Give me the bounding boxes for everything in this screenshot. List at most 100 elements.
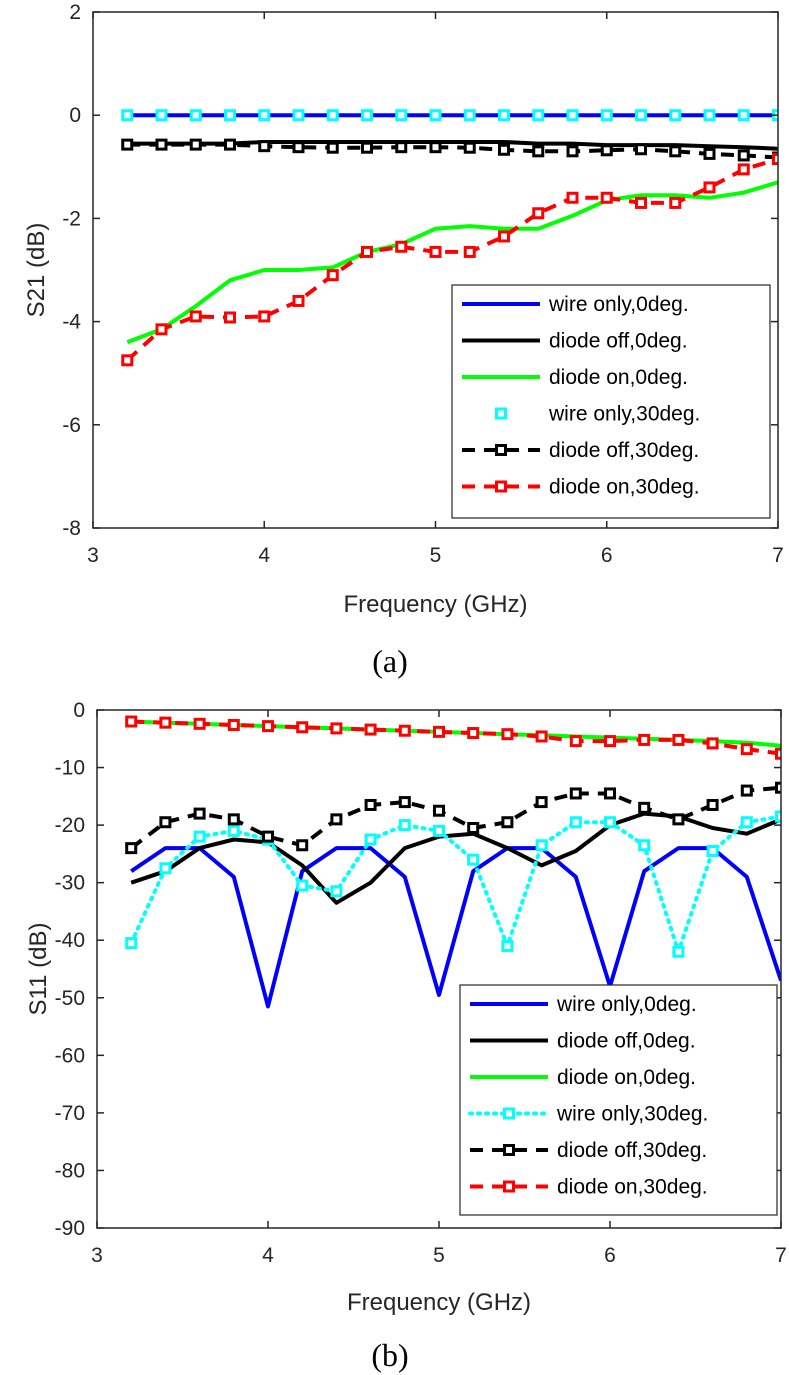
chart-data.1.series.4.point.15 <box>638 801 651 814</box>
chart-data.1.legend.3.swatch-marker <box>503 1107 515 1120</box>
chart-data.0.series.5.point.12 <box>532 207 545 220</box>
chart-data.1.series.5.point.7 <box>364 723 377 736</box>
chart-data.0.series.5.point.5 <box>292 294 305 307</box>
chart-data.1.series.4.point.4 <box>262 830 274 843</box>
chart-data.0.legend.4.swatch-marker <box>495 444 507 456</box>
chart-data.0.legend.3.swatch-marker <box>495 407 507 420</box>
chart-data.0.series.4.point.10 <box>463 141 476 154</box>
chart-data.1.series.5.point.4 <box>262 720 274 733</box>
chart-data.0.legend.2.label: diode on,0deg. <box>549 366 688 389</box>
chart-data.0.series.4.point.9 <box>429 141 442 154</box>
chart-data.1.series.5.point.19 <box>775 747 781 760</box>
chart-data.0.series.4.point.1 <box>155 138 168 151</box>
chart-data.1.series.4.point.17 <box>706 798 719 811</box>
chart-data.1.series.3.point.7 <box>364 833 377 846</box>
chart-data.0.series.4.point.4 <box>258 140 271 153</box>
chart-data.1.series.3.point.0 <box>125 937 138 950</box>
chart-data.0.series.5.point.9 <box>429 245 442 258</box>
chart-data.1.series.5.point.15 <box>638 733 651 746</box>
legend-box <box>451 284 771 519</box>
chart-data.0.series.3.point.1 <box>155 109 168 122</box>
chart-data.0.series.4.point.11 <box>498 143 510 156</box>
chart-data.1.legend.4.label: diode off,30deg. <box>557 1139 707 1162</box>
chart-data.1.xtick.4: 7 <box>775 1244 787 1267</box>
chart-data.1.series.3.point.3 <box>227 824 240 837</box>
chart-data.0.series.3.point.9 <box>429 109 442 122</box>
chart-data.1.series.4.point.1 <box>159 816 172 829</box>
chart-data.0.legend: wire only,0deg. diode off,0deg. diode on,0… <box>451 284 771 519</box>
chart-data.0.legend.3.label: wire only,30deg. <box>548 403 700 426</box>
chart-data.0.xlabel: Frequency (GHz) <box>343 591 527 618</box>
plot-series-group <box>121 109 778 367</box>
chart-data.0.series.5.point.15 <box>635 196 647 209</box>
chart-data.0.series.4.point.5 <box>292 141 305 154</box>
chart-data.1.series.3.point.6 <box>330 885 343 898</box>
chart-panel-1: 3 4 5 6 7 -90 -80 -70 -60 -50 -40 -30 -20 -10 0 Frequen… <box>25 699 787 1373</box>
chart-data.1.series.3.point.16 <box>672 945 685 958</box>
chart-data.0.series.5.point.4 <box>258 310 271 323</box>
chart-data.0.series.3.point.13 <box>566 109 579 122</box>
chart-data.1.series.3.point.19 <box>775 810 781 823</box>
chart-data.1.series.4.point.11 <box>501 816 514 829</box>
chart-data.1.series.0.line <box>130 846 781 1009</box>
chart-data.0.series.5.point.16 <box>669 196 682 209</box>
chart-data.0.panel-caption: (a) <box>372 643 408 679</box>
chart-data.1.series.4.point.2 <box>193 807 206 820</box>
chart-data.0.series.4.point.17 <box>703 147 716 160</box>
chart-data.1.xtick.0: 3 <box>91 1244 103 1267</box>
chart-data.0.ytick.5: 2 <box>69 1 81 24</box>
chart-data.0.series.2.line <box>126 180 778 345</box>
chart-data.1.series.5.point.14 <box>604 735 616 748</box>
chart-data.1.xlabel: Frequency (GHz) <box>347 1289 531 1316</box>
chart-data.1.ytick.7: -20 <box>55 814 85 837</box>
chart-data.1.series.5.point.12 <box>535 730 548 743</box>
chart-data.1.series.5.point.6 <box>330 722 343 735</box>
chart-data.0.ytick.1: -6 <box>62 414 81 437</box>
chart-data.1.series.3.point.9 <box>433 824 445 837</box>
chart-data.0.series.4.point.6 <box>326 141 339 154</box>
chart-data.0.series.5.point.0 <box>121 354 134 367</box>
chart-data.1.legend.1.label: diode off,0deg. <box>557 1030 696 1053</box>
chart-data.0.series.4.point.16 <box>669 145 682 158</box>
chart-data.1.series.4.point.16 <box>672 813 685 826</box>
chart-data.1.xtick.2: 5 <box>433 1244 445 1267</box>
chart-data.1.series.3.point.5 <box>296 879 309 892</box>
chart-data.0.series.4.point.2 <box>189 138 202 151</box>
chart-data.0.series.5.point.2 <box>189 310 202 323</box>
chart-data.0.series.5.point.13 <box>566 191 579 204</box>
chart-data.0.legend.5.label: diode on,30deg. <box>549 476 700 499</box>
chart-data.0.xtick.3: 6 <box>601 544 613 567</box>
chart-data.0.series.4.point.7 <box>361 141 373 154</box>
chart-data.0.ylabel: S21 (dB) <box>23 223 50 318</box>
chart-data.0.series.5.point.8 <box>395 240 408 253</box>
chart-data.1.series.5.point.1 <box>159 716 172 729</box>
chart-data.0.ytick.0: -8 <box>62 517 81 540</box>
chart-data.1.series.4.point.14 <box>604 787 616 800</box>
chart-data.1.series.4.point.18 <box>740 784 753 797</box>
chart-data.1.series.5.point.3 <box>227 718 240 731</box>
chart-data.1.legend.4.swatch-marker <box>503 1144 515 1156</box>
chart-data.1.series.5.point.18 <box>740 743 753 756</box>
chart-data.0.series.4.point.18 <box>737 149 750 162</box>
chart-data.0.xtick.2: 5 <box>430 544 442 567</box>
plot-series-group <box>125 715 781 1009</box>
chart-data.1.series.4.point.10 <box>467 821 480 834</box>
chart-data.1.ytick.0: -90 <box>55 1217 85 1240</box>
chart-data.0.series.3.point.7 <box>361 109 373 122</box>
chart-data.0.series.3.point.12 <box>532 109 545 122</box>
chart-data.1.series.3.point.17 <box>706 845 719 858</box>
chart-data.0.series.5.point.18 <box>737 163 750 176</box>
chart-data.1.series.4.point.0 <box>125 842 138 855</box>
chart-data.1.legend.5.label: diode on,30deg. <box>557 1176 708 1199</box>
chart-data.1.series.3.point.10 <box>467 853 480 866</box>
chart-data.1.legend.2.label: diode on,0deg. <box>557 1066 696 1089</box>
chart-data.1.series.4.point.13 <box>569 787 582 800</box>
chart-data.0.series.3.point.2 <box>189 109 202 122</box>
chart-data.1.series.4.point.9 <box>433 804 445 817</box>
chart-data.0.series.5.point.14 <box>600 191 613 204</box>
chart-data.0.series.4.point.0 <box>121 138 134 151</box>
chart-data.0.series.5.point.7 <box>361 245 373 258</box>
chart-data.0.series.3.point.11 <box>498 109 510 122</box>
chart-data.0.xtick.4: 7 <box>772 544 784 567</box>
